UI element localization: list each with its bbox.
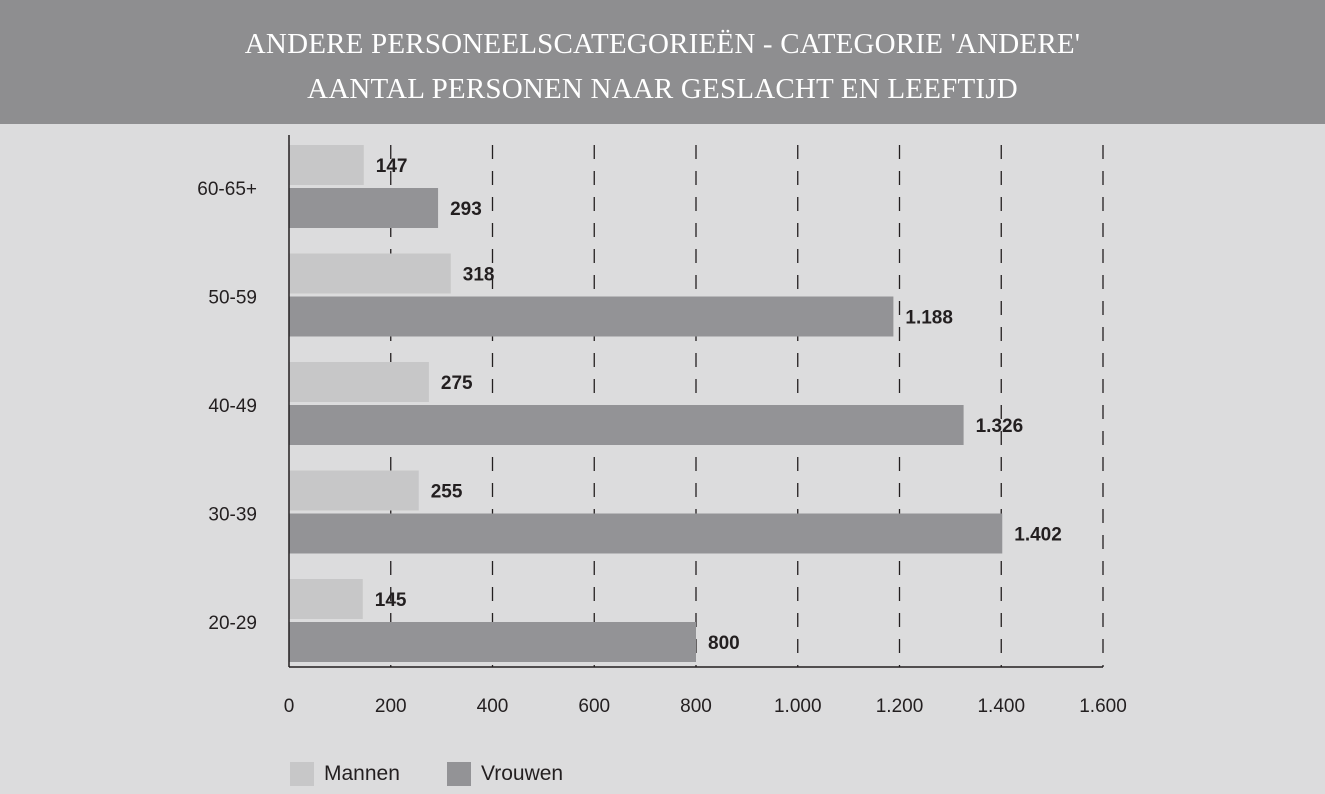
legend-item-vrouwen: Vrouwen bbox=[447, 760, 563, 788]
bar-mannen-50-59 bbox=[289, 253, 451, 294]
category-label-50-59: 50-59 bbox=[208, 288, 257, 309]
bar-chart: 147 293 60-65+ 318 1.188 50-59 275 1.326 40-49 25… bbox=[197, 135, 1127, 717]
category-label-40-49: 40-49 bbox=[208, 396, 257, 417]
x-tick-label-600: 600 bbox=[578, 696, 610, 717]
chart-title-line-2: AANTAL PERSONEN NAAR GESLACHT EN LEEFTIJ… bbox=[307, 73, 1018, 105]
legend-swatch-mannen bbox=[290, 762, 314, 786]
data-label-vrouwen-40-49: 1.326 bbox=[976, 416, 1024, 437]
data-label-vrouwen-20-29: 800 bbox=[708, 633, 740, 654]
data-label-mannen-40-49: 275 bbox=[441, 373, 473, 394]
legend-label-mannen: Mannen bbox=[324, 762, 400, 785]
data-label-mannen-20-29: 145 bbox=[375, 590, 407, 611]
bar-mannen-40-49 bbox=[289, 362, 429, 402]
legend-item-mannen: Mannen bbox=[290, 760, 400, 788]
title-bar: ANDERE PERSONEELSCATEGORIEËN - CATEGORIE… bbox=[0, 0, 1325, 124]
legend-swatch-vrouwen bbox=[447, 762, 471, 786]
legend-label-vrouwen: Vrouwen bbox=[481, 762, 564, 785]
bar-vrouwen-50-59 bbox=[289, 296, 894, 337]
data-label-mannen-60-65+: 147 bbox=[376, 156, 408, 177]
x-tick-label-1.200: 1.200 bbox=[876, 696, 924, 717]
x-tick-label-1.600: 1.600 bbox=[1079, 696, 1127, 717]
data-label-vrouwen-60-65+: 293 bbox=[450, 199, 482, 220]
x-tick-label-200: 200 bbox=[375, 696, 407, 717]
x-tick-label-400: 400 bbox=[477, 696, 509, 717]
bar-mannen-60-65+ bbox=[289, 145, 364, 185]
category-label-20-29: 20-29 bbox=[208, 613, 257, 634]
bar-mannen-30-39 bbox=[289, 470, 419, 511]
data-label-vrouwen-50-59: 1.188 bbox=[905, 308, 953, 329]
x-tick-label-1.000: 1.000 bbox=[774, 696, 822, 717]
bar-vrouwen-30-39 bbox=[289, 513, 1003, 554]
x-tick-label-800: 800 bbox=[680, 696, 712, 717]
x-tick-label-1.400: 1.400 bbox=[977, 696, 1025, 717]
category-label-30-39: 30-39 bbox=[208, 505, 257, 526]
chart-title-line-1: ANDERE PERSONEELSCATEGORIEËN - CATEGORIE… bbox=[244, 28, 1081, 60]
bar-vrouwen-60-65+ bbox=[289, 188, 439, 228]
x-tick-label-0: 0 bbox=[284, 696, 295, 717]
bar-mannen-20-29 bbox=[289, 579, 363, 619]
data-label-vrouwen-30-39: 1.402 bbox=[1014, 525, 1062, 546]
data-label-mannen-30-39: 255 bbox=[431, 482, 463, 503]
bar-vrouwen-20-29 bbox=[289, 622, 696, 662]
category-label-60-65+: 60-65+ bbox=[197, 179, 257, 200]
bar-vrouwen-40-49 bbox=[289, 405, 964, 445]
data-label-mannen-50-59: 318 bbox=[463, 265, 495, 286]
